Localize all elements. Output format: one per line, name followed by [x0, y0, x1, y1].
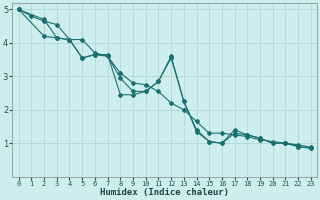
X-axis label: Humidex (Indice chaleur): Humidex (Indice chaleur): [100, 188, 229, 197]
